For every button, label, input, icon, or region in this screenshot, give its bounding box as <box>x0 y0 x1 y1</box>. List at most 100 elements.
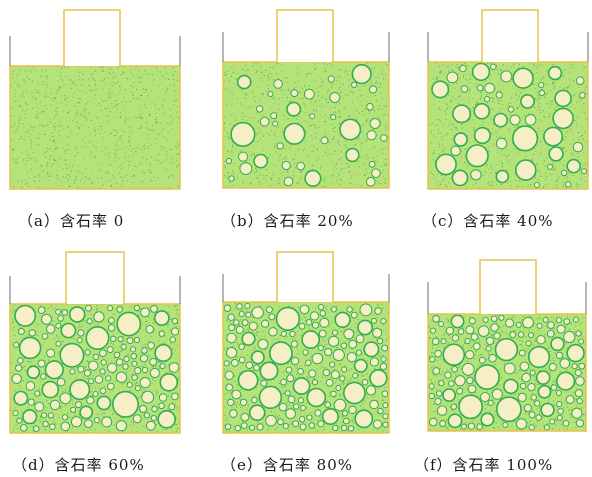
stone <box>146 326 154 334</box>
stone <box>471 334 478 341</box>
stone <box>70 369 75 374</box>
stone <box>56 341 61 346</box>
stone <box>150 368 159 377</box>
stone <box>38 307 45 314</box>
stone <box>100 388 106 394</box>
stone <box>367 178 376 187</box>
stone <box>38 360 45 367</box>
stone <box>242 320 248 326</box>
panel-a: （a）含石率 0 <box>0 0 200 240</box>
panel-b: （b）含石率 20% <box>207 0 407 240</box>
stone <box>132 361 137 366</box>
stone <box>492 389 502 399</box>
stone <box>231 123 255 147</box>
stone <box>576 420 583 427</box>
stone <box>169 363 179 373</box>
stone <box>320 311 326 317</box>
stone <box>239 371 258 390</box>
stone <box>281 331 286 336</box>
stone <box>557 402 562 407</box>
stone <box>150 358 157 365</box>
stone <box>520 362 529 371</box>
stone <box>260 362 277 379</box>
stone <box>131 354 136 359</box>
stone <box>519 350 525 356</box>
stone <box>277 143 283 149</box>
stone <box>496 339 518 361</box>
stone <box>534 183 539 188</box>
stone <box>140 355 147 362</box>
stone <box>42 314 52 324</box>
stone <box>113 392 138 417</box>
stone <box>432 81 448 97</box>
stone <box>70 380 89 399</box>
stone <box>320 318 329 327</box>
stone <box>343 418 349 424</box>
stone <box>77 338 82 343</box>
stone <box>142 391 154 403</box>
stone <box>240 163 252 175</box>
stone <box>169 404 175 410</box>
stone <box>142 367 147 372</box>
stone <box>123 364 128 369</box>
stone <box>86 327 108 349</box>
stone <box>108 325 115 332</box>
stone <box>171 328 178 335</box>
stone <box>366 386 375 395</box>
stone <box>17 418 22 423</box>
stone <box>439 322 444 327</box>
stone <box>349 406 356 413</box>
stone <box>510 115 520 125</box>
stone <box>303 350 308 355</box>
stone <box>518 393 526 401</box>
stone <box>528 384 535 391</box>
stone <box>348 426 353 431</box>
stone <box>501 71 512 82</box>
stone <box>333 349 344 360</box>
stone <box>443 389 455 401</box>
stone <box>430 328 435 333</box>
stone <box>513 126 538 151</box>
stone <box>346 149 359 162</box>
stone <box>89 361 98 370</box>
stone <box>239 357 245 363</box>
stone <box>58 316 64 322</box>
stone <box>252 397 258 403</box>
stone <box>160 364 165 369</box>
panel-c: （c）含石率 40% <box>410 0 592 240</box>
stone <box>575 390 582 397</box>
stone <box>46 361 64 379</box>
stone <box>142 348 148 354</box>
stone <box>236 326 243 333</box>
stone <box>451 315 463 327</box>
stone <box>486 346 491 351</box>
stone <box>287 103 300 116</box>
stone <box>356 350 361 355</box>
stone <box>226 384 233 391</box>
stone <box>560 359 570 369</box>
stone <box>278 419 284 425</box>
stone <box>572 408 582 418</box>
stone <box>93 392 98 397</box>
stone <box>250 405 265 420</box>
stone <box>381 357 386 362</box>
stone <box>245 303 250 308</box>
stone <box>12 374 21 383</box>
stone <box>467 377 473 383</box>
stone <box>114 352 119 357</box>
stone <box>127 338 133 344</box>
stone <box>522 373 531 382</box>
stone <box>78 330 84 336</box>
stone <box>232 390 241 399</box>
stone <box>429 393 434 398</box>
stone <box>551 338 564 351</box>
stone <box>130 347 135 352</box>
stone <box>84 370 90 376</box>
stone <box>321 137 328 144</box>
stone <box>381 319 386 324</box>
stone <box>268 92 273 97</box>
stone <box>302 331 319 348</box>
stone <box>535 401 540 406</box>
stone <box>488 400 493 405</box>
stone <box>383 403 388 408</box>
